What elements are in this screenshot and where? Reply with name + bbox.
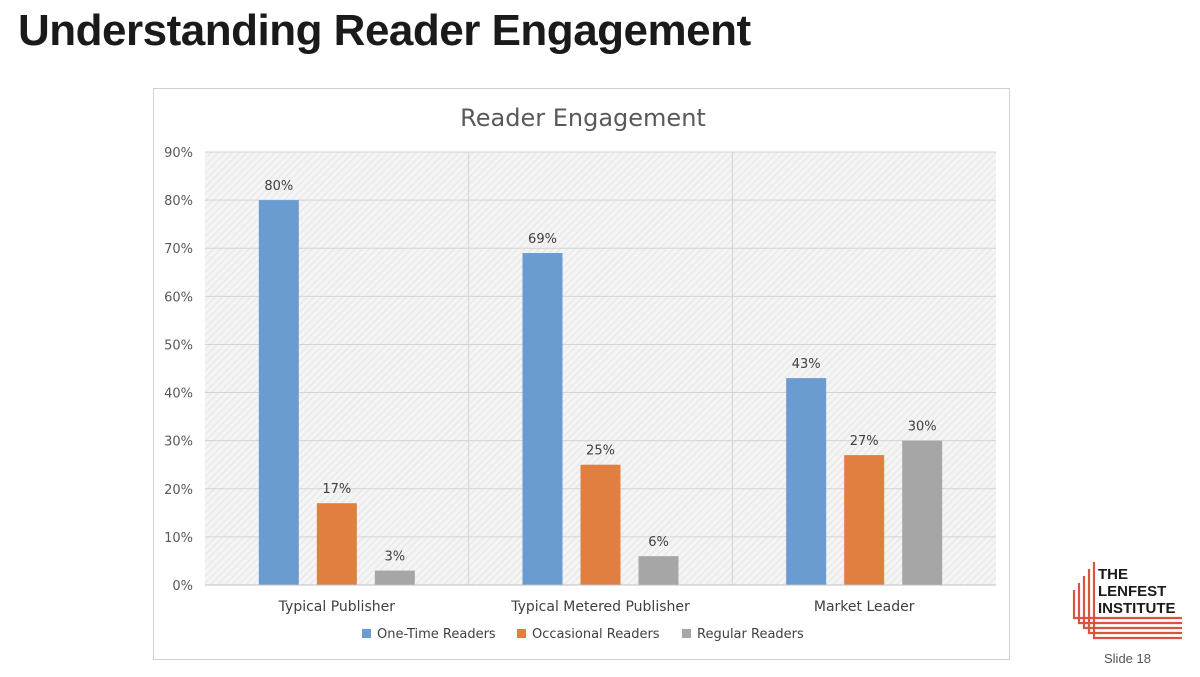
logo-stroke [1092, 562, 1182, 640]
data-label: 43% [792, 357, 821, 372]
x-tick-label: Typical Publisher [278, 599, 396, 615]
y-tick-label: 80% [164, 194, 193, 209]
y-tick-label: 50% [164, 338, 193, 353]
logo-stroke [1077, 583, 1182, 625]
legend-label: Occasional Readers [532, 627, 660, 642]
y-tick-label: 40% [164, 387, 193, 402]
y-tick-label: 10% [164, 531, 193, 546]
logo-stroke [1087, 569, 1182, 635]
logo-stroke [1082, 576, 1182, 630]
data-label: 80% [264, 179, 293, 194]
bar [638, 556, 679, 585]
y-tick-label: 90% [164, 146, 193, 161]
data-label: 69% [528, 232, 557, 247]
logo-stroke [1072, 590, 1182, 620]
bar [374, 570, 415, 585]
lenfest-logo-icon [1072, 562, 1182, 640]
legend-swatch [362, 629, 371, 638]
bar [786, 378, 827, 585]
bar [902, 440, 943, 585]
y-tick-label: 20% [164, 483, 193, 498]
logo-line-3: INSTITUTE [1098, 600, 1176, 617]
legend-label: One-Time Readers [377, 627, 496, 642]
data-label: 30% [908, 420, 937, 435]
data-label: 3% [385, 550, 406, 565]
chart-frame: Reader Engagement 0% 10% 20% 30% 40% 50% 60% 70… [153, 88, 1010, 660]
bar [580, 464, 621, 585]
y-tick-label: 70% [164, 242, 193, 257]
legend-swatch [517, 629, 526, 638]
data-label: 17% [322, 482, 351, 497]
y-tick-label: 0% [172, 579, 193, 594]
logo-text: THE LENFEST INSTITUTE [1098, 566, 1176, 617]
bar [522, 253, 563, 586]
x-tick-label: Market Leader [814, 599, 915, 615]
chart-title: Reader Engagement [460, 104, 706, 132]
bar [844, 455, 885, 585]
y-tick-label: 60% [164, 290, 193, 305]
bar [316, 503, 357, 585]
bar-chart: Reader Engagement 0% 10% 20% 30% 40% 50% 60% 70… [164, 104, 996, 642]
y-tick-label: 30% [164, 435, 193, 450]
logo-line-2: LENFEST [1098, 583, 1167, 600]
slide-number: Slide 18 [1104, 651, 1151, 666]
data-label: 27% [850, 434, 879, 449]
logo-line-1: THE [1098, 566, 1128, 583]
legend-label: Regular Readers [697, 627, 804, 642]
x-tick-label: Typical Metered Publisher [510, 599, 690, 615]
data-label: 25% [586, 444, 615, 459]
bar [258, 200, 299, 585]
data-label: 6% [648, 535, 669, 550]
legend-swatch [682, 629, 691, 638]
slide-title: Understanding Reader Engagement [18, 6, 751, 55]
